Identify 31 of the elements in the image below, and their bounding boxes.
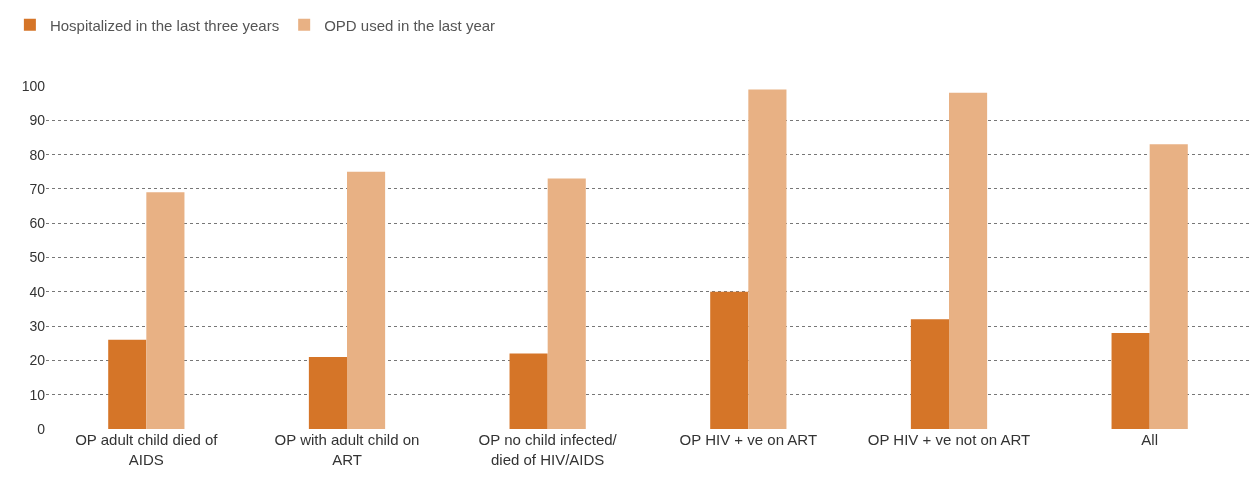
y-tick-label: 20 <box>29 352 46 369</box>
y-tick-label: 40 <box>29 283 46 300</box>
bar <box>108 339 147 429</box>
legend-label: OPD used in the last year <box>324 16 496 34</box>
y-tick-label: 80 <box>29 146 46 163</box>
bar <box>509 353 548 429</box>
y-tick-label: 60 <box>29 215 46 232</box>
bar <box>1149 144 1188 429</box>
x-tick-label: OP adult child died of AIDS <box>75 431 219 468</box>
y-tick-label: 30 <box>29 318 46 334</box>
x-tick-label: OP with adult child on ART <box>274 431 420 468</box>
bar <box>949 92 988 429</box>
bar <box>748 89 787 429</box>
y-tick-label: 0 <box>37 420 46 437</box>
x-tick-label: OP HIV + ve on ART <box>679 431 818 448</box>
y-tick-label: 50 <box>29 249 46 266</box>
bar <box>1111 332 1150 429</box>
x-tick-label: OP no child infected/ died of HIV/AIDS <box>478 431 618 468</box>
bar <box>146 192 185 429</box>
y-tick-label: 70 <box>29 180 46 197</box>
legend-label: Hospitalized in the last three years <box>49 16 280 34</box>
bar <box>910 319 949 429</box>
bar <box>347 171 386 429</box>
x-tick-label: OP HIV + ve not on ART <box>867 431 1031 448</box>
bar <box>710 291 749 429</box>
y-tick-label: 90 <box>29 112 46 129</box>
x-tick-label: All <box>1141 431 1159 448</box>
y-tick-label: 100 <box>21 77 46 94</box>
bar <box>547 178 586 429</box>
bar <box>308 356 347 429</box>
y-tick-label: 10 <box>29 386 46 403</box>
